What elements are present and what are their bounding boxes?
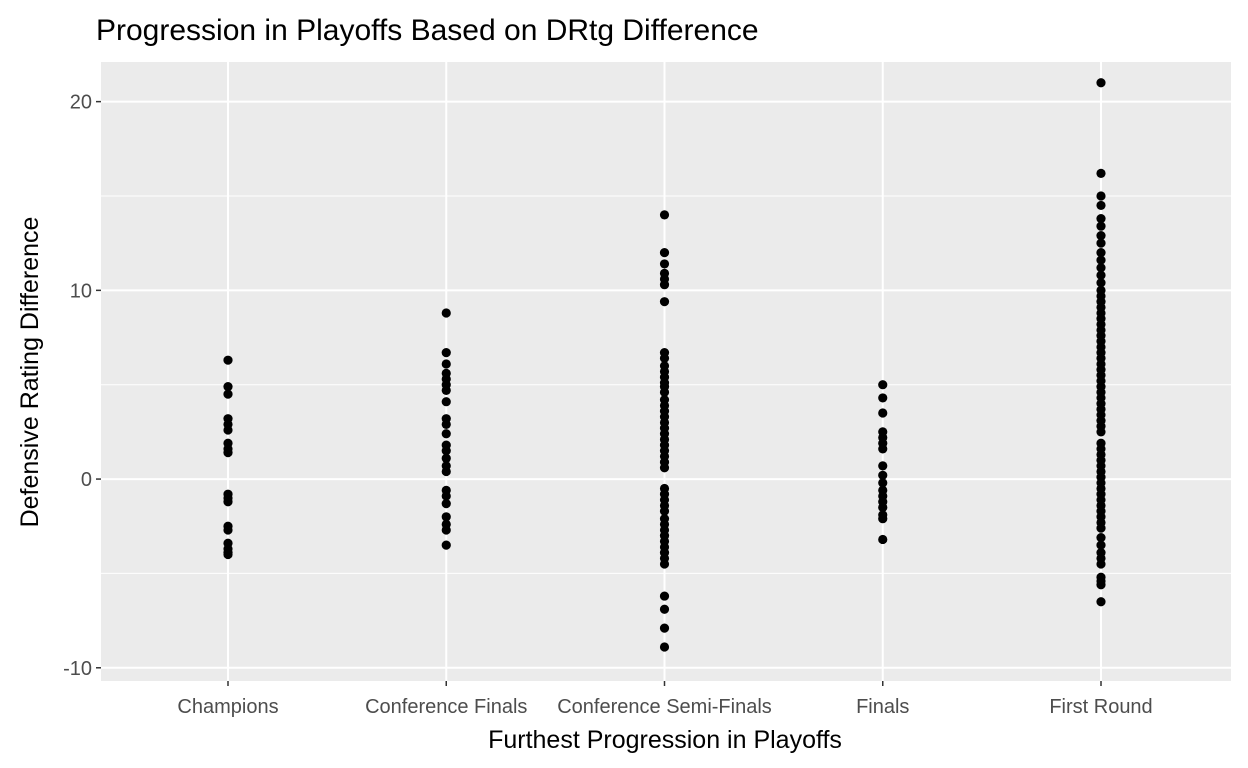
data-point [441,491,451,501]
data-point [878,470,888,480]
data-point [441,397,451,407]
data-point [223,355,233,365]
x-axis-ticks: Champions Conference Finals Conference Sem… [177,681,1153,718]
data-point [441,359,451,369]
data-point [659,280,670,290]
data-point [659,248,670,258]
x-tick-label: Conference Finals [365,696,527,718]
data-point [1096,248,1106,258]
y-axis-ticks: -10 0 10 20 [63,92,101,680]
data-point [659,506,670,516]
data-point [441,466,451,477]
data-point [1096,278,1106,288]
data-point [1096,221,1106,231]
data-point [659,353,670,363]
x-tick-label: Champions [177,696,278,718]
data-point [659,604,670,614]
data-point [1096,532,1106,543]
data-point [659,591,670,601]
data-point [878,380,888,390]
data-point [1096,427,1106,437]
data-point [878,534,888,545]
data-point [1096,238,1106,248]
data-point [1096,270,1106,280]
data-point [223,381,233,392]
y-tick-label: 10 [70,280,92,302]
data-point [441,308,451,318]
data-point [1096,559,1106,569]
data-point [878,461,888,471]
data-point [441,446,451,456]
data-point [659,463,670,473]
x-axis-title: Furthest Progression in Playoffs [488,726,842,754]
data-point [223,448,233,458]
data-point [223,497,233,507]
data-point [659,559,670,569]
x-tick-label: First Round [1049,696,1152,718]
data-point [659,623,670,633]
data-point [1096,200,1106,211]
data-point [441,499,451,509]
data-point [223,425,233,435]
data-point [1096,78,1106,88]
data-point [1096,214,1106,224]
data-point [1096,191,1106,201]
data-point [878,444,888,454]
y-tick-label: -10 [63,658,92,680]
data-point [1096,597,1106,607]
data-point [659,210,670,220]
data-point [441,512,451,522]
data-point [659,387,670,397]
data-point [878,393,888,403]
data-point [878,408,888,418]
data-point [441,525,451,535]
data-point [223,525,233,535]
data-point [223,549,233,560]
y-axis-title: Defensive Rating Difference [16,217,44,528]
data-point [223,389,233,399]
data-point [441,419,451,429]
x-tick-label: Finals [856,696,909,718]
y-tick-label: 20 [70,92,92,114]
chart-title: Progression in Playoffs Based on DRtg Di… [96,14,759,47]
x-tick-label: Conference Semi-Finals [557,696,772,718]
data-point [1096,168,1106,178]
data-point [441,540,451,550]
data-points [223,78,1106,652]
data-point [659,297,670,307]
data-point [1096,255,1106,265]
data-point [1096,580,1106,590]
data-point [1096,231,1106,241]
data-point [441,385,451,395]
data-point [1096,540,1106,550]
data-point [441,453,451,463]
data-point [659,642,670,652]
data-point [878,514,888,524]
data-point [441,429,451,439]
data-point [878,478,888,488]
y-tick-label: 0 [81,469,92,491]
data-point [1096,263,1106,273]
data-point [441,348,451,358]
data-point [878,502,888,512]
data-point [1096,523,1106,533]
data-point [659,259,670,269]
